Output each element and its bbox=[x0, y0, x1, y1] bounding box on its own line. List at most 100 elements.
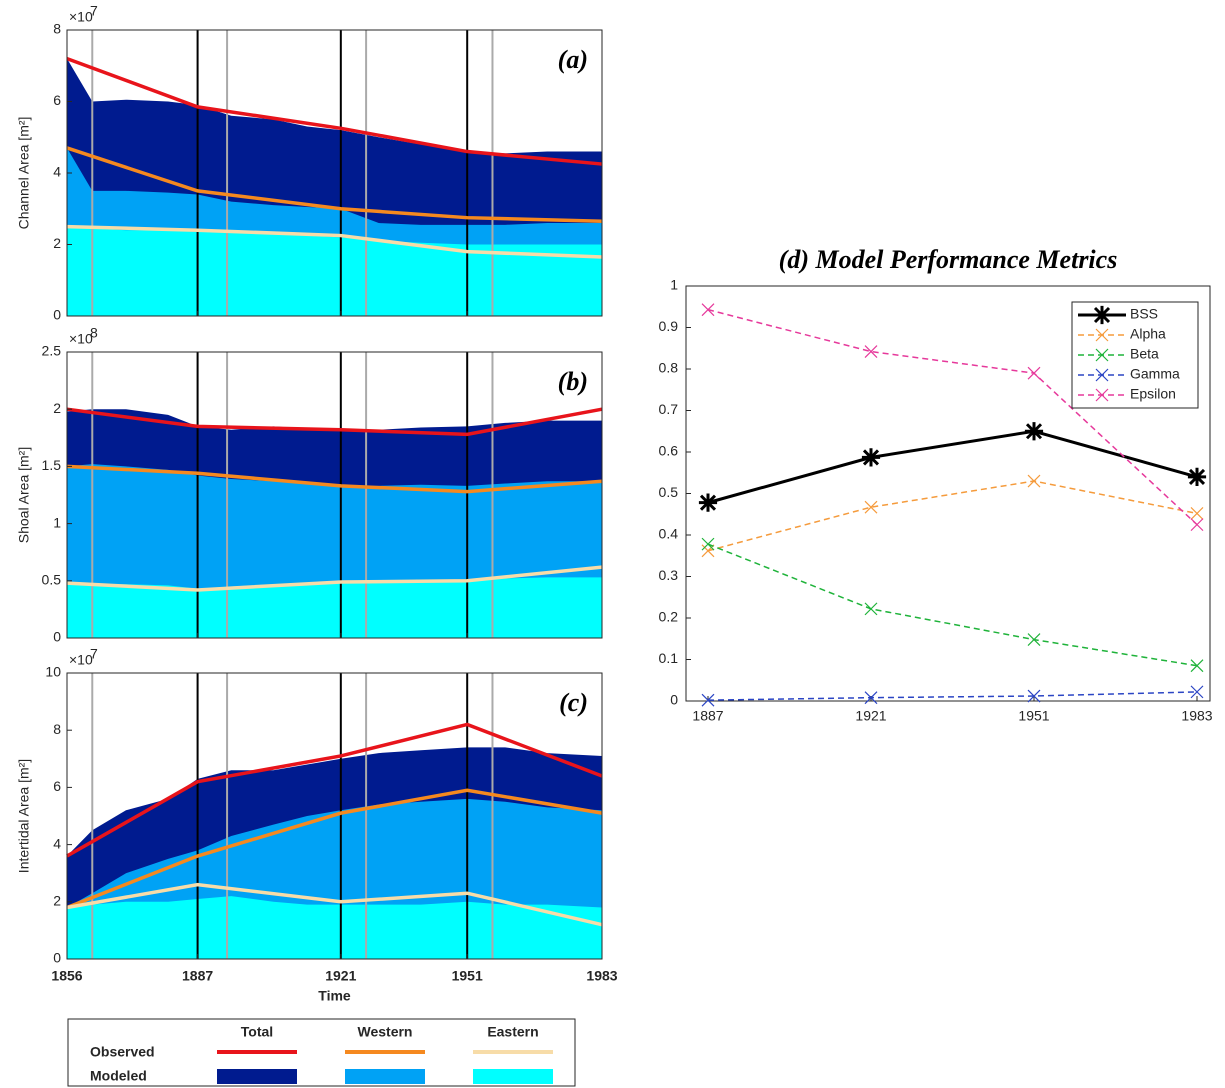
y-tick-label: 1 bbox=[670, 277, 678, 293]
legend-modeled bbox=[345, 1069, 425, 1084]
marker bbox=[1187, 467, 1207, 486]
observed-line bbox=[66, 56, 603, 166]
observed-line bbox=[66, 882, 603, 927]
legend-label: Beta bbox=[1130, 346, 1159, 362]
marker bbox=[701, 693, 715, 707]
y-tick-label: 0.5 bbox=[659, 484, 679, 500]
y-tick-label: 4 bbox=[53, 164, 61, 180]
y-tick-label: 0 bbox=[53, 629, 61, 645]
axes-box bbox=[66, 351, 603, 639]
x-tick-label: 1951 bbox=[1018, 708, 1049, 724]
legend-modeled bbox=[473, 1069, 553, 1084]
marker bbox=[861, 448, 881, 467]
y-tick-label: 0.2 bbox=[659, 609, 679, 625]
y-tick-label: 2 bbox=[53, 235, 61, 251]
legend-modeled bbox=[217, 1069, 297, 1084]
x-tick-label: 1856 bbox=[51, 968, 82, 984]
marker bbox=[864, 691, 878, 705]
marker bbox=[1190, 506, 1204, 520]
observed-line bbox=[66, 464, 603, 494]
legend-marker bbox=[1095, 368, 1109, 382]
y-tick-label: 0 bbox=[53, 950, 61, 966]
legend-label: BSS bbox=[1130, 306, 1158, 322]
axes-box bbox=[66, 672, 603, 960]
y-tick-label: 0.8 bbox=[659, 360, 679, 376]
marker bbox=[864, 500, 878, 514]
y-multiplier: ×10 bbox=[69, 9, 93, 25]
legend-label: Gamma bbox=[1130, 366, 1180, 382]
y-tick-label: 0.1 bbox=[659, 650, 679, 666]
y-tick-label: 0.7 bbox=[659, 401, 679, 417]
series-line bbox=[707, 308, 1198, 526]
y-tick-label: 0.6 bbox=[659, 443, 679, 459]
series-line bbox=[707, 480, 1198, 552]
modeled-area bbox=[67, 577, 602, 638]
y-tick-label: 0.9 bbox=[659, 318, 679, 334]
observed-line bbox=[66, 224, 603, 259]
observed-line bbox=[66, 788, 603, 910]
panel-label: (b) bbox=[558, 367, 588, 396]
marker bbox=[698, 493, 718, 512]
legend-label: Epsilon bbox=[1130, 386, 1176, 402]
observed-line bbox=[66, 722, 603, 858]
x-tick-label: 1921 bbox=[855, 708, 886, 724]
legend-marker bbox=[1095, 348, 1109, 362]
legend-row: Observed bbox=[90, 1044, 155, 1060]
marker bbox=[701, 544, 715, 558]
y-tick-label: 6 bbox=[53, 92, 61, 108]
marker bbox=[701, 537, 715, 551]
y-axis-label: Intertidal Area [m²] bbox=[16, 759, 32, 873]
series-line bbox=[707, 543, 1198, 667]
y-tick-label: 1 bbox=[53, 514, 61, 530]
x-tick-label: 1951 bbox=[452, 968, 483, 984]
y-tick-label: 0.5 bbox=[42, 572, 62, 588]
legend-marker bbox=[1095, 388, 1109, 402]
y-tick-label: 2.5 bbox=[42, 343, 62, 359]
legend-row: Modeled bbox=[90, 1068, 147, 1084]
marker bbox=[864, 602, 878, 616]
y-tick-label: 2 bbox=[53, 400, 61, 416]
y-axis-label: Shoal Area [m²] bbox=[16, 447, 32, 544]
panel-label: (a) bbox=[558, 45, 588, 74]
y-tick-label: 4 bbox=[53, 835, 61, 851]
legend-label: Alpha bbox=[1130, 326, 1166, 342]
y-tick-label: 1.5 bbox=[42, 457, 62, 473]
x-tick-label: 1921 bbox=[325, 968, 356, 984]
legend-column: Total bbox=[241, 1024, 273, 1040]
observed-line bbox=[66, 407, 603, 437]
y-tick-label: 2 bbox=[53, 893, 61, 909]
panel-label: (c) bbox=[559, 688, 588, 717]
marker bbox=[1190, 685, 1204, 699]
modeled-area bbox=[67, 896, 602, 959]
y-multiplier-power: 8 bbox=[90, 325, 98, 341]
marker bbox=[1027, 633, 1041, 647]
marker bbox=[1027, 366, 1041, 380]
observed-line bbox=[66, 146, 603, 224]
marker bbox=[1027, 474, 1041, 488]
x-tick-label: 1887 bbox=[692, 708, 723, 724]
y-axis-label: Channel Area [m²] bbox=[16, 117, 32, 230]
x-tick-label: 1887 bbox=[182, 968, 213, 984]
marker bbox=[701, 303, 715, 317]
y-multiplier: ×10 bbox=[69, 331, 93, 347]
x-tick-label: 1983 bbox=[1181, 708, 1212, 724]
y-multiplier-power: 7 bbox=[90, 3, 98, 19]
y-tick-label: 0.3 bbox=[659, 567, 679, 583]
legend-column: Western bbox=[358, 1024, 413, 1040]
marker bbox=[1190, 518, 1204, 532]
y-tick-label: 10 bbox=[45, 664, 61, 680]
x-axis-label: Time bbox=[318, 988, 351, 1004]
y-tick-label: 0 bbox=[53, 307, 61, 323]
legend-column: Eastern bbox=[487, 1024, 538, 1040]
y-tick-label: 8 bbox=[53, 721, 61, 737]
y-multiplier: ×10 bbox=[69, 652, 93, 668]
series-line bbox=[707, 691, 1198, 701]
marker bbox=[1190, 659, 1204, 673]
observed-line bbox=[66, 565, 603, 592]
marker bbox=[1024, 422, 1044, 441]
marker bbox=[1027, 689, 1041, 703]
legend-marker bbox=[1095, 328, 1109, 342]
legend-marker bbox=[1092, 305, 1112, 325]
y-tick-label: 8 bbox=[53, 21, 61, 37]
